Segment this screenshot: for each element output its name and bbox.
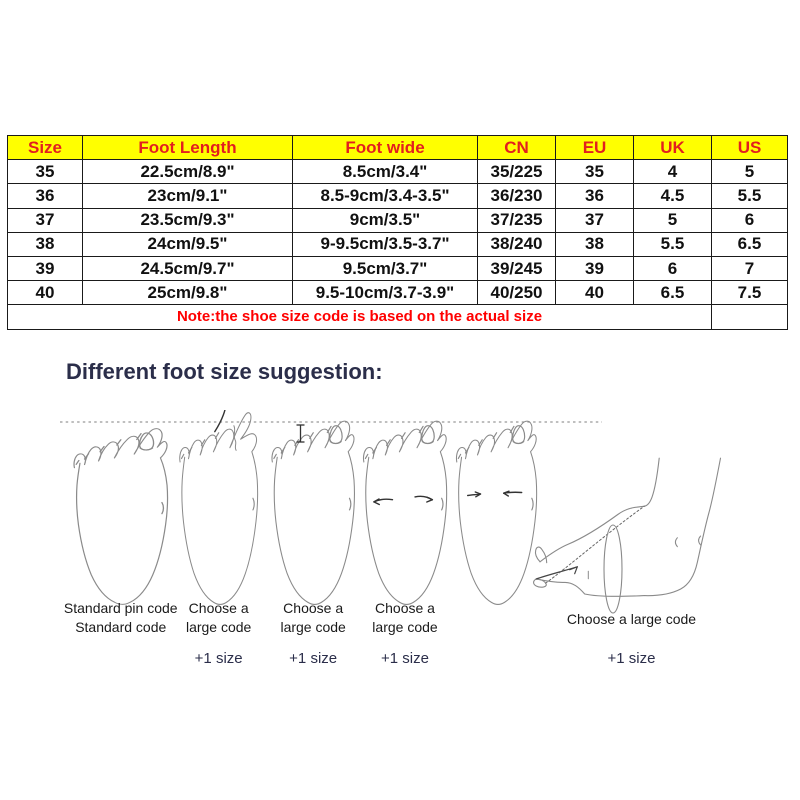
svg-text:Choose a large code: Choose a large code bbox=[567, 611, 696, 627]
svg-text:+1 size: +1 size bbox=[381, 650, 429, 667]
svg-text:+1 size: +1 size bbox=[289, 650, 337, 667]
svg-text:Standard pin code: Standard pin code bbox=[64, 600, 178, 616]
svg-text:large code: large code bbox=[280, 619, 346, 635]
svg-text:+1 size: +1 size bbox=[608, 650, 656, 667]
svg-text:Choose a: Choose a bbox=[283, 600, 343, 616]
svg-text:Choose a: Choose a bbox=[189, 600, 249, 616]
svg-text:large code: large code bbox=[372, 619, 438, 635]
svg-text:+1 size: +1 size bbox=[195, 650, 243, 667]
svg-text:Standard code: Standard code bbox=[75, 619, 166, 635]
svg-text:Choose a: Choose a bbox=[375, 600, 435, 616]
svg-text:large code: large code bbox=[186, 619, 252, 635]
